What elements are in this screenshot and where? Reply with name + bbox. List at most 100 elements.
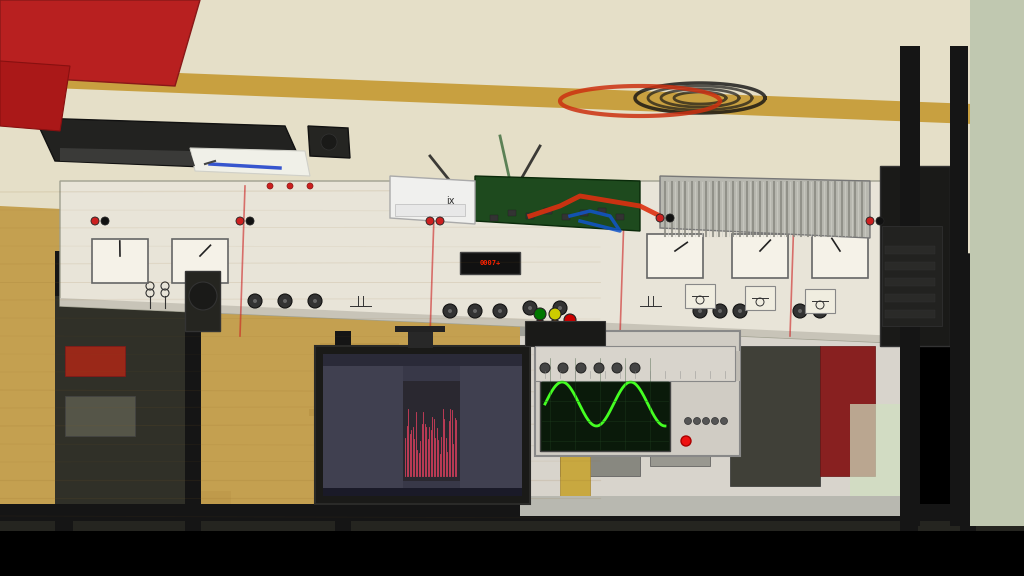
Bar	[885, 278, 935, 286]
Polygon shape	[308, 126, 350, 158]
Circle shape	[321, 134, 337, 150]
Bar	[900, 151, 918, 531]
Bar	[850, 404, 900, 504]
Bar	[395, 326, 445, 332]
Polygon shape	[315, 346, 530, 504]
Circle shape	[612, 363, 622, 373]
Bar	[508, 215, 516, 221]
Bar	[745, 286, 775, 310]
Polygon shape	[0, 0, 200, 86]
Polygon shape	[323, 354, 522, 496]
Bar	[335, 331, 351, 531]
Circle shape	[91, 217, 99, 225]
Bar	[970, 0, 1024, 526]
Circle shape	[493, 304, 507, 318]
Bar	[340, 257, 445, 267]
Bar	[490, 213, 498, 219]
Circle shape	[549, 320, 561, 332]
Circle shape	[656, 214, 664, 222]
Bar	[520, 256, 900, 336]
Polygon shape	[60, 148, 195, 166]
Bar	[55, 251, 73, 531]
Circle shape	[426, 217, 434, 225]
Circle shape	[101, 217, 109, 225]
Bar	[812, 234, 868, 278]
Bar	[322, 422, 375, 439]
Circle shape	[693, 304, 707, 318]
Circle shape	[594, 363, 604, 373]
Polygon shape	[190, 148, 310, 176]
Bar	[647, 234, 703, 278]
Polygon shape	[660, 176, 870, 238]
Circle shape	[793, 304, 807, 318]
Bar	[32, 484, 139, 501]
Circle shape	[308, 294, 322, 308]
Bar	[0, 521, 1024, 531]
Bar	[361, 393, 458, 410]
Bar	[885, 310, 935, 318]
Polygon shape	[535, 331, 740, 456]
Bar	[408, 330, 433, 348]
Bar	[685, 284, 715, 308]
Circle shape	[558, 306, 562, 310]
Circle shape	[718, 309, 722, 313]
Circle shape	[477, 188, 483, 194]
Circle shape	[553, 301, 567, 315]
Bar	[403, 381, 460, 481]
Bar	[440, 362, 527, 373]
Polygon shape	[35, 118, 305, 171]
Circle shape	[798, 309, 802, 313]
Bar	[41, 384, 99, 397]
Polygon shape	[0, 0, 620, 526]
Bar	[323, 366, 403, 496]
Circle shape	[713, 304, 727, 318]
Bar	[482, 422, 514, 430]
Bar	[616, 206, 624, 212]
Bar	[535, 346, 735, 381]
Bar	[580, 214, 588, 220]
Bar	[520, 496, 900, 516]
Bar	[732, 234, 788, 278]
Polygon shape	[475, 176, 640, 231]
Bar	[562, 215, 570, 221]
Circle shape	[307, 183, 313, 189]
Bar	[961, 151, 976, 531]
Bar	[172, 239, 228, 283]
Circle shape	[449, 309, 452, 313]
Bar	[544, 209, 552, 215]
Circle shape	[246, 217, 254, 225]
Bar	[0, 504, 1024, 526]
Circle shape	[540, 363, 550, 373]
Bar	[246, 466, 314, 474]
Bar	[900, 46, 920, 526]
Bar	[885, 246, 935, 254]
Circle shape	[287, 183, 293, 189]
Bar	[339, 304, 442, 310]
Circle shape	[698, 309, 702, 313]
Bar	[650, 366, 710, 466]
Bar	[209, 267, 262, 282]
Bar	[323, 488, 522, 496]
Circle shape	[733, 304, 746, 318]
Circle shape	[267, 183, 273, 189]
Polygon shape	[60, 298, 965, 346]
Bar	[65, 346, 125, 376]
Bar	[24, 196, 128, 207]
Circle shape	[564, 314, 575, 326]
Polygon shape	[0, 66, 1024, 126]
Bar	[526, 214, 534, 220]
Circle shape	[497, 188, 503, 194]
Polygon shape	[390, 176, 475, 224]
Bar	[882, 226, 942, 326]
Circle shape	[666, 214, 674, 222]
Circle shape	[313, 299, 317, 303]
Bar	[92, 239, 148, 283]
Bar	[460, 366, 522, 496]
Circle shape	[534, 320, 546, 332]
Circle shape	[468, 304, 482, 318]
Circle shape	[558, 363, 568, 373]
Bar	[950, 46, 968, 526]
Text: ix: ix	[445, 196, 455, 206]
Bar	[69, 286, 185, 294]
Circle shape	[575, 363, 586, 373]
